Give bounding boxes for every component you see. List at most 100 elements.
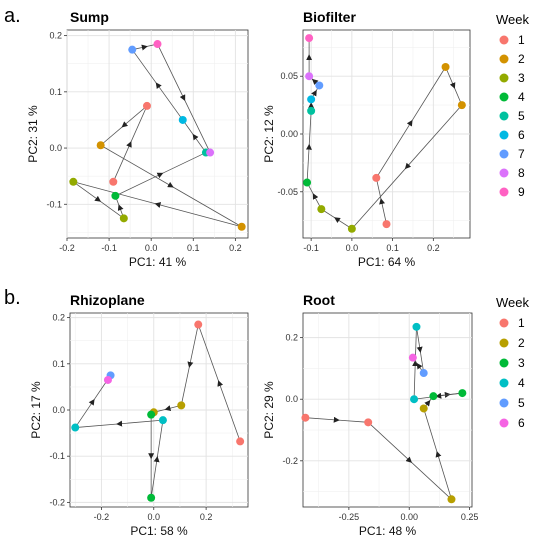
- x-tick-label: -0.1: [303, 243, 319, 253]
- trajectory-segment: [153, 404, 182, 413]
- y-tick-label: -0.1: [46, 199, 62, 209]
- trajectory-segment: [305, 416, 369, 423]
- data-point-week-1: [364, 418, 373, 427]
- trajectory-segment: [75, 419, 163, 428]
- legend-swatch: [499, 92, 509, 102]
- data-point-week-1: [372, 173, 381, 182]
- data-point-week-4: [71, 423, 80, 432]
- legend-swatch: [499, 378, 509, 388]
- trajectory-segment: [305, 110, 312, 183]
- legend-item-label: 4: [518, 376, 525, 390]
- trajectory-segment: [412, 326, 419, 400]
- chart-title: Sump: [70, 9, 109, 25]
- data-point-week-9: [305, 34, 314, 43]
- trajectory-segment: [132, 43, 158, 51]
- legend-item-label: 4: [518, 90, 525, 104]
- legend-item-label: 2: [518, 336, 525, 350]
- y-axis-label: PC2: 17 %: [29, 381, 43, 439]
- legend-0: Week 1 2 3 4 5 6 7 8 9: [496, 12, 529, 199]
- trajectory-segment: [150, 420, 164, 498]
- y-axis-label: PC2: 31 %: [26, 105, 40, 163]
- y-axis-label: PC2: 12 %: [262, 105, 276, 163]
- x-tick-label: -0.2: [59, 243, 75, 253]
- data-point-week-1: [142, 101, 151, 110]
- legend-swatch: [499, 398, 509, 408]
- x-tick-label: 0.25: [461, 512, 479, 522]
- x-tick-label: 0.1: [386, 243, 399, 253]
- data-point-week-4: [303, 178, 312, 187]
- x-tick-label: 0.0: [145, 243, 158, 253]
- x-tick-label: -0.25: [339, 512, 360, 522]
- x-tick-label: 0.0: [148, 512, 161, 522]
- legend-item-label: 7: [518, 147, 525, 161]
- x-tick-label: 0.1: [187, 243, 200, 253]
- data-point-week-3: [147, 493, 156, 502]
- x-axis-label: PC1: 41 %: [129, 255, 187, 269]
- legend-title: Week: [496, 12, 529, 27]
- data-point-week-2: [237, 222, 246, 231]
- legend-item-label: 5: [518, 396, 525, 410]
- legend-1: Week 1 2 3 4 5 6: [496, 295, 529, 430]
- legend-swatch: [499, 187, 509, 197]
- y-tick-label: -0.05: [277, 187, 298, 197]
- y-tick-label: 0.1: [49, 87, 62, 97]
- y-tick-label: -0.1: [49, 451, 65, 461]
- y-axis-label: PC2: 29 %: [262, 381, 276, 439]
- data-point-week-7: [128, 45, 137, 54]
- data-point-week-1: [301, 413, 310, 422]
- legend-swatch: [499, 54, 509, 64]
- y-tick-label: 0.00: [280, 129, 298, 139]
- y-tick-label: -0.2: [49, 497, 65, 507]
- legend-item-label: 5: [518, 109, 525, 123]
- trajectory-segment: [131, 49, 184, 121]
- data-point-week-3: [458, 389, 467, 398]
- y-tick-label: 0.0: [52, 405, 65, 415]
- data-point-week-2: [447, 495, 456, 504]
- chart-title: Root: [303, 292, 335, 308]
- chart-title: Biofilter: [303, 9, 356, 25]
- trajectory-segment: [321, 208, 353, 230]
- y-tick-label: 0.0: [285, 394, 298, 404]
- data-point-week-1: [382, 220, 391, 229]
- data-point-week-6: [408, 353, 417, 362]
- trajectory-segment: [445, 66, 463, 106]
- legend-item-label: 8: [518, 166, 525, 180]
- x-tick-label: 0.2: [427, 243, 440, 253]
- trajectory-segment: [182, 119, 207, 153]
- data-point-week-3: [429, 392, 438, 401]
- trajectory-segment: [115, 152, 207, 197]
- data-point-week-5: [419, 369, 428, 378]
- trajectory-segment: [74, 375, 111, 428]
- data-point-week-2: [96, 141, 105, 150]
- chart-title: Rhizoplane: [70, 292, 145, 308]
- chart-2: -0.2 0.0 0.2 -0.2 -0.1 0.0 0.1 0.2 Rhizoplane PC1…: [29, 292, 249, 538]
- x-tick-label: 0.2: [200, 512, 213, 522]
- x-tick-label: -0.1: [101, 243, 117, 253]
- legend-item-label: 1: [518, 316, 525, 330]
- data-point-week-1: [236, 437, 245, 446]
- legend-swatch: [499, 338, 509, 348]
- data-point-week-2: [457, 101, 466, 110]
- panel-label-a: a.: [4, 5, 21, 27]
- legend-item-label: 9: [518, 185, 525, 199]
- trajectory-segment: [306, 182, 322, 210]
- data-point-week-4: [111, 191, 120, 200]
- legend-swatch: [499, 318, 509, 328]
- trajectory-segment: [351, 104, 463, 230]
- data-point-week-4: [412, 322, 421, 331]
- trajectory-segment: [367, 422, 452, 500]
- trajectory-segment: [375, 66, 446, 179]
- legend-swatch: [499, 418, 509, 428]
- data-point-week-8: [206, 148, 215, 157]
- data-point-week-7: [315, 81, 324, 90]
- trajectory-segment: [416, 326, 425, 374]
- trajectory-segment: [197, 324, 241, 442]
- trajectory-segment: [423, 408, 452, 500]
- legend-item-label: 3: [518, 71, 525, 85]
- legend-swatch: [499, 35, 509, 45]
- data-point-week-9: [153, 40, 162, 49]
- trajectory-segment: [73, 181, 242, 228]
- x-tick-label: 0.2: [229, 243, 242, 253]
- y-tick-label: 0.1: [52, 359, 65, 369]
